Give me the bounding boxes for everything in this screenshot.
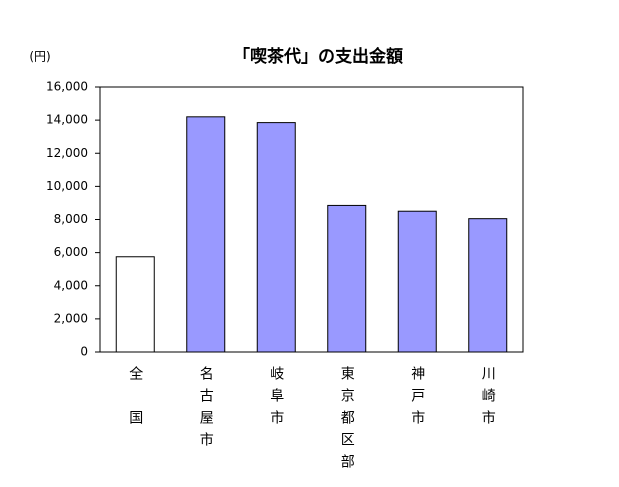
y-tick-label: 2,000 bbox=[54, 311, 88, 325]
x-tick-label: 全 国 bbox=[127, 365, 143, 432]
x-tick-label: 名古屋市 bbox=[198, 366, 214, 454]
y-tick-label: 8,000 bbox=[54, 212, 88, 226]
chart-title: 「喫茶代」の支出金額 bbox=[233, 46, 403, 67]
x-tick-label: 川崎市 bbox=[480, 366, 496, 432]
bar bbox=[468, 218, 508, 353]
y-tick-label: 12,000 bbox=[46, 146, 88, 160]
x-tick-label: 神戸市 bbox=[409, 366, 425, 432]
y-tick-label: 4,000 bbox=[54, 278, 88, 292]
plot-frame bbox=[99, 86, 524, 353]
bar bbox=[115, 256, 155, 353]
bar bbox=[186, 116, 226, 353]
bar bbox=[256, 122, 296, 353]
y-tick-label: 0 bbox=[80, 345, 88, 359]
x-tick-label: 岐阜市 bbox=[268, 366, 284, 432]
y-tick-label: 14,000 bbox=[46, 113, 88, 127]
y-tick-label: 16,000 bbox=[46, 80, 88, 94]
y-unit: (円) bbox=[29, 50, 50, 64]
y-tick-label: 6,000 bbox=[54, 245, 88, 259]
y-tick-label: 10,000 bbox=[46, 179, 88, 193]
bar bbox=[397, 210, 437, 353]
x-tick-label: 東京都区部 bbox=[339, 366, 355, 476]
bar bbox=[327, 204, 367, 353]
